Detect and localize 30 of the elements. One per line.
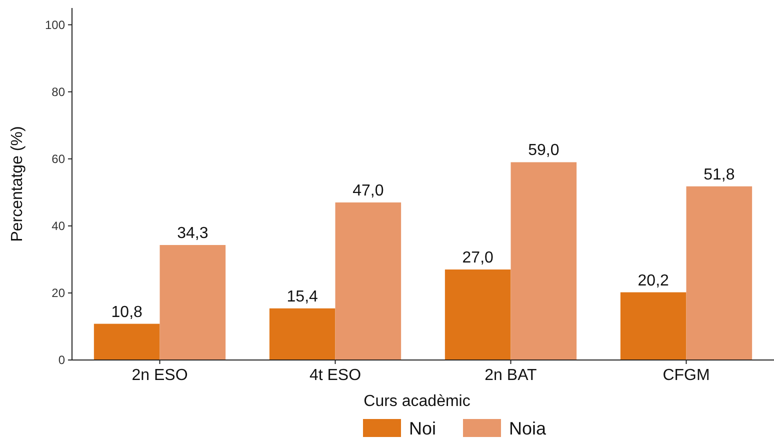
bar [335,202,402,360]
y-tick-label: 60 [52,152,66,166]
y-tick-label: 40 [52,219,66,234]
y-tick-label: 80 [52,85,66,100]
data-label: 59,0 [528,142,560,160]
x-tick-label: 2n ESO [132,367,188,384]
y-tick-label: 0 [58,353,66,368]
y-axis-title: Percentatge (%) [9,126,26,242]
bar [160,245,226,360]
x-axis-title: Curs acadèmic [364,393,470,410]
bar [269,308,336,360]
data-label: 20,2 [638,272,670,290]
data-label: 51,8 [704,166,735,184]
bar [620,292,686,360]
bar [444,269,511,360]
legend-label: Noia [509,418,548,438]
x-tick-label: CFGM [662,367,710,384]
data-label: 47,0 [352,182,384,200]
x-tick-label: 2n BAT [484,367,538,384]
data-label: 34,3 [177,225,208,242]
bar [510,162,577,360]
bar [94,324,160,360]
data-label: 10,8 [111,304,143,321]
data-label: 27,0 [462,249,494,266]
legend-label: Noi [409,418,436,438]
y-tick-label: 100 [44,18,66,32]
y-tick-label: 20 [52,286,66,300]
x-tick-label: 4t ESO [309,367,362,384]
data-label: 15,4 [286,288,318,306]
bar [686,186,752,360]
